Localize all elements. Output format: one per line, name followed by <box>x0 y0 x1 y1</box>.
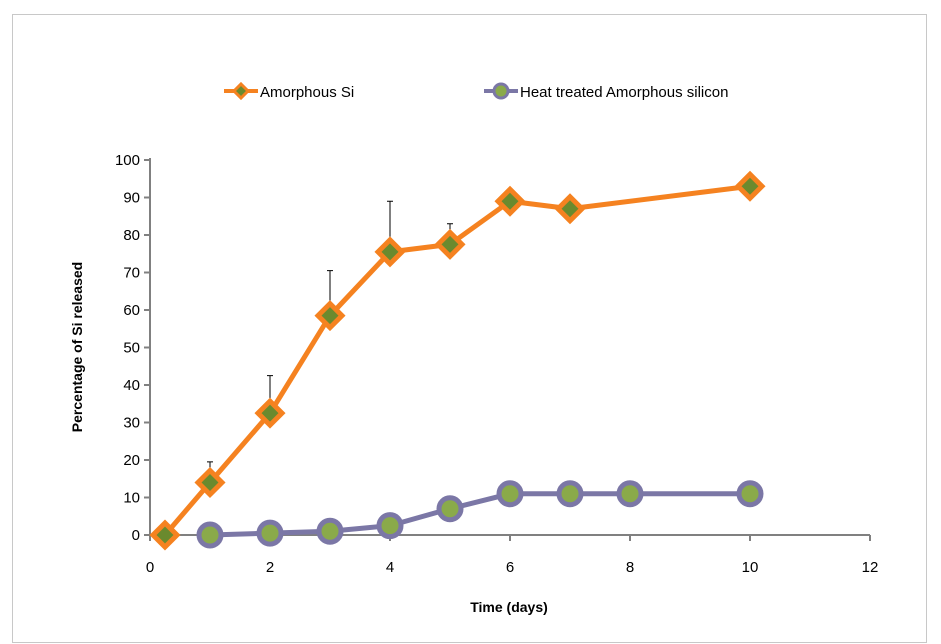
data-point-amorphous-si <box>434 228 466 260</box>
y-tick-label: 10 <box>123 490 140 507</box>
data-point-amorphous-si <box>374 236 406 268</box>
axes: 0 10 20 30 40 50 60 70 80 90 100 0 2 4 6 8 10 12 <box>115 152 878 576</box>
data-point-heat-treated-amorphous-silicon <box>736 480 764 508</box>
x-tick-label: 0 <box>146 559 154 576</box>
x-tick-label: 12 <box>862 559 879 576</box>
data-point-amorphous-si <box>494 185 526 217</box>
x-tick-label: 6 <box>506 559 514 576</box>
data-point-heat-treated-amorphous-silicon <box>436 495 464 523</box>
y-tick-label: 0 <box>132 527 140 544</box>
legend-entry-heat-treated-amorphous-silicon: Heat treated Amorphous silicon <box>484 82 728 101</box>
data-point-heat-treated-amorphous-silicon <box>616 480 644 508</box>
data-point-amorphous-si <box>254 397 286 429</box>
y-tick-label: 60 <box>123 302 140 319</box>
data-point-heat-treated-amorphous-silicon <box>316 517 344 545</box>
y-axis-title: Percentage of Si released <box>69 262 85 432</box>
x-tick-label: 8 <box>626 559 634 576</box>
x-tick-label: 4 <box>386 559 394 576</box>
data-point-heat-treated-amorphous-silicon <box>256 519 284 547</box>
data-point-heat-treated-amorphous-silicon <box>196 521 224 549</box>
data-point-heat-treated-amorphous-silicon <box>376 512 404 540</box>
y-tick-label: 40 <box>123 377 140 394</box>
series-group <box>149 170 766 551</box>
x-axis-title: Time (days) <box>470 599 548 615</box>
y-tick-label: 100 <box>115 152 140 169</box>
data-point-amorphous-si <box>314 300 346 332</box>
y-tick-label: 70 <box>123 265 140 282</box>
data-point-amorphous-si <box>734 170 766 202</box>
y-tick-label: 50 <box>123 340 140 357</box>
x-tick-label: 10 <box>742 559 759 576</box>
legend-label-heat-treated-amorphous-silicon: Heat treated Amorphous silicon <box>520 84 728 101</box>
y-tick-label: 90 <box>123 190 140 207</box>
y-tick-label: 80 <box>123 227 140 244</box>
data-point-heat-treated-amorphous-silicon <box>556 480 584 508</box>
data-point-heat-treated-amorphous-silicon <box>496 480 524 508</box>
legend-entry-amorphous-si: Amorphous Si <box>224 81 354 101</box>
x-tick-label: 2 <box>266 559 274 576</box>
data-point-amorphous-si <box>194 466 226 499</box>
y-tick-label: 20 <box>123 452 140 469</box>
data-point-amorphous-si <box>149 519 181 551</box>
legend-label-amorphous-si: Amorphous Si <box>260 84 354 101</box>
data-point-amorphous-si <box>554 193 586 225</box>
legend-marker-heat-treated <box>492 82 510 100</box>
legend-marker-amorphous-si <box>231 81 251 101</box>
y-tick-label: 30 <box>123 415 140 432</box>
legend: Amorphous Si Heat treated Amorphous sili… <box>224 81 728 101</box>
series-line-heat-treated-amorphous-silicon <box>209 491 750 538</box>
